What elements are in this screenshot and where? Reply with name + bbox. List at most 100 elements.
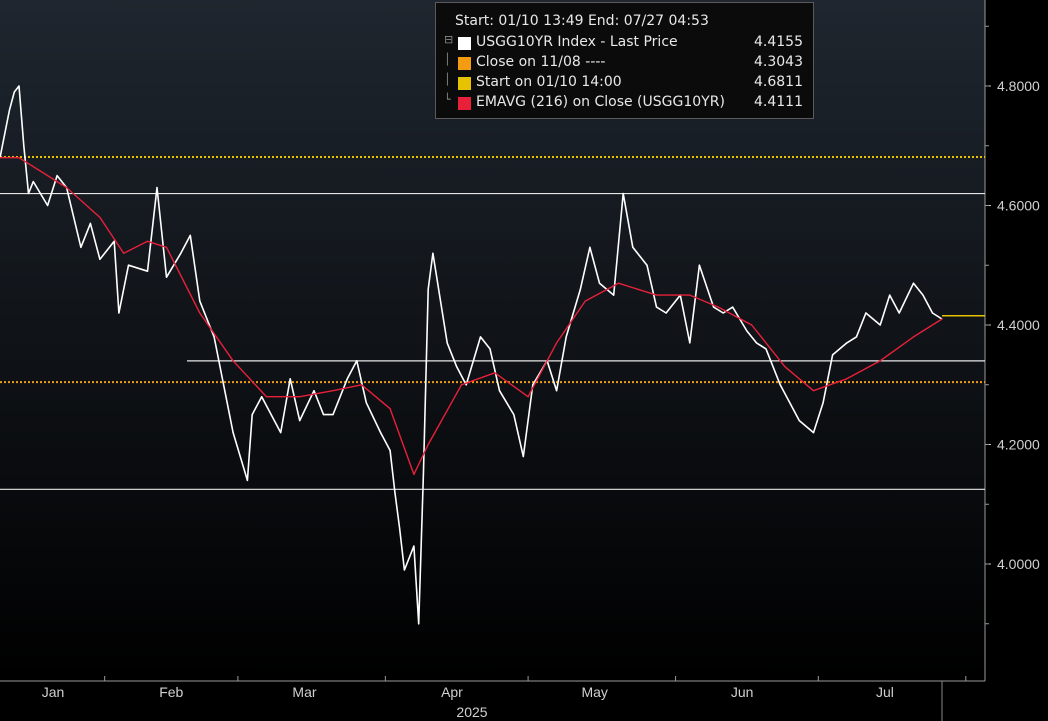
ema-point <box>912 336 915 338</box>
x-tick-label: Jan <box>42 684 65 700</box>
price-point <box>832 354 834 356</box>
tree-line-icon: │ <box>444 73 451 86</box>
legend-item-value: 4.6811 <box>754 74 803 90</box>
price-point <box>846 342 848 344</box>
price-point <box>498 390 501 392</box>
price-point <box>779 384 781 386</box>
ema-point <box>784 366 786 368</box>
tree-minus-icon[interactable]: ⊟ <box>444 33 454 46</box>
price-point <box>465 384 467 386</box>
price-point <box>865 312 867 314</box>
price-point <box>765 348 767 350</box>
price-point <box>413 545 415 547</box>
legend-item-last-price[interactable]: ⊟ USGG10YR Index - Last Price 4.4155 <box>444 33 809 54</box>
price-point <box>479 336 482 338</box>
price-point <box>427 288 429 290</box>
price-point <box>598 282 601 284</box>
price-point <box>23 145 25 147</box>
price-point <box>346 378 348 380</box>
ema-point <box>556 342 558 344</box>
price-point <box>189 234 191 236</box>
price-point <box>199 300 201 302</box>
ema-point <box>427 443 429 446</box>
price-point <box>713 306 715 308</box>
price-point <box>589 246 591 248</box>
ema-point <box>584 300 586 302</box>
price-point <box>13 91 15 93</box>
ema-point <box>494 372 496 374</box>
y-tick-label: 4.6000 <box>997 198 1040 214</box>
price-point <box>223 384 225 386</box>
price-point <box>389 449 391 452</box>
ema-point <box>846 378 848 380</box>
price-point <box>213 336 215 338</box>
legend-swatch <box>458 37 471 50</box>
legend-item-close[interactable]: │ Close on 11/08 ---- 4.3043 <box>444 53 809 74</box>
price-point <box>299 420 301 422</box>
price-point <box>8 109 11 111</box>
legend-item-start[interactable]: │ Start on 01/10 14:00 4.6811 <box>444 73 809 94</box>
price-point <box>632 246 634 248</box>
price-point <box>251 414 253 416</box>
ema-point <box>413 473 415 475</box>
legend-item-ema[interactable]: └ EMAVG (216) on Close (USGG10YR) 4.4111 <box>444 93 809 114</box>
ema-point <box>879 360 881 362</box>
ema-point <box>37 169 39 171</box>
price-point <box>579 288 582 290</box>
price-point <box>456 366 458 368</box>
price-point <box>879 324 881 326</box>
ema-point <box>146 240 149 242</box>
y-tick-label: 4.4000 <box>997 317 1040 333</box>
price-point <box>798 420 800 422</box>
price-point <box>261 396 263 398</box>
price-point <box>394 491 396 493</box>
price-point <box>646 264 648 266</box>
ema-point <box>123 252 125 254</box>
ema-point <box>527 396 529 398</box>
price-point <box>80 246 82 248</box>
price-point <box>922 294 924 296</box>
reference-lines <box>0 156 985 384</box>
price-point <box>313 390 315 392</box>
ema-point <box>655 294 658 296</box>
ema-point <box>389 408 391 410</box>
price-point <box>556 390 558 392</box>
ema-point <box>265 396 267 398</box>
price-point <box>146 270 149 272</box>
legend-item-value: 4.4111 <box>754 94 803 110</box>
ema-point <box>689 294 691 296</box>
ema-point <box>18 157 20 159</box>
legend-swatch <box>458 77 471 90</box>
legend-item-name: USGG10YR Index - Last Price <box>476 34 678 50</box>
price-point <box>755 342 758 344</box>
ema-point <box>617 282 620 284</box>
ema-point <box>165 246 168 248</box>
price-point <box>322 414 325 416</box>
price-point <box>118 312 120 314</box>
price-point <box>432 252 434 254</box>
price-point <box>912 282 915 284</box>
legend-date-range: Start: 01/10 13:49 End: 07/27 04:53 <box>455 13 709 29</box>
ema-point <box>199 312 201 314</box>
price-point <box>689 342 691 344</box>
price-point <box>613 294 615 296</box>
price-point <box>332 414 334 416</box>
price-point <box>232 432 234 434</box>
tree-line-icon: └ <box>444 93 451 106</box>
horizontal-level-lines <box>0 192 985 490</box>
price-point <box>18 85 20 87</box>
price-point <box>280 432 282 434</box>
x-tick-label: May <box>581 684 607 700</box>
price-point <box>812 432 815 434</box>
price-point <box>422 473 424 475</box>
price-point <box>532 384 534 386</box>
price-point <box>399 527 401 529</box>
price-point <box>513 414 515 416</box>
price-point <box>365 402 367 404</box>
x-tick-label: Mar <box>292 684 316 700</box>
price-point <box>489 348 491 350</box>
price-point <box>165 276 168 278</box>
price-point <box>698 264 701 266</box>
price-point <box>180 252 182 254</box>
legend-item-name: EMAVG (216) on Close (USGG10YR) <box>476 94 725 110</box>
